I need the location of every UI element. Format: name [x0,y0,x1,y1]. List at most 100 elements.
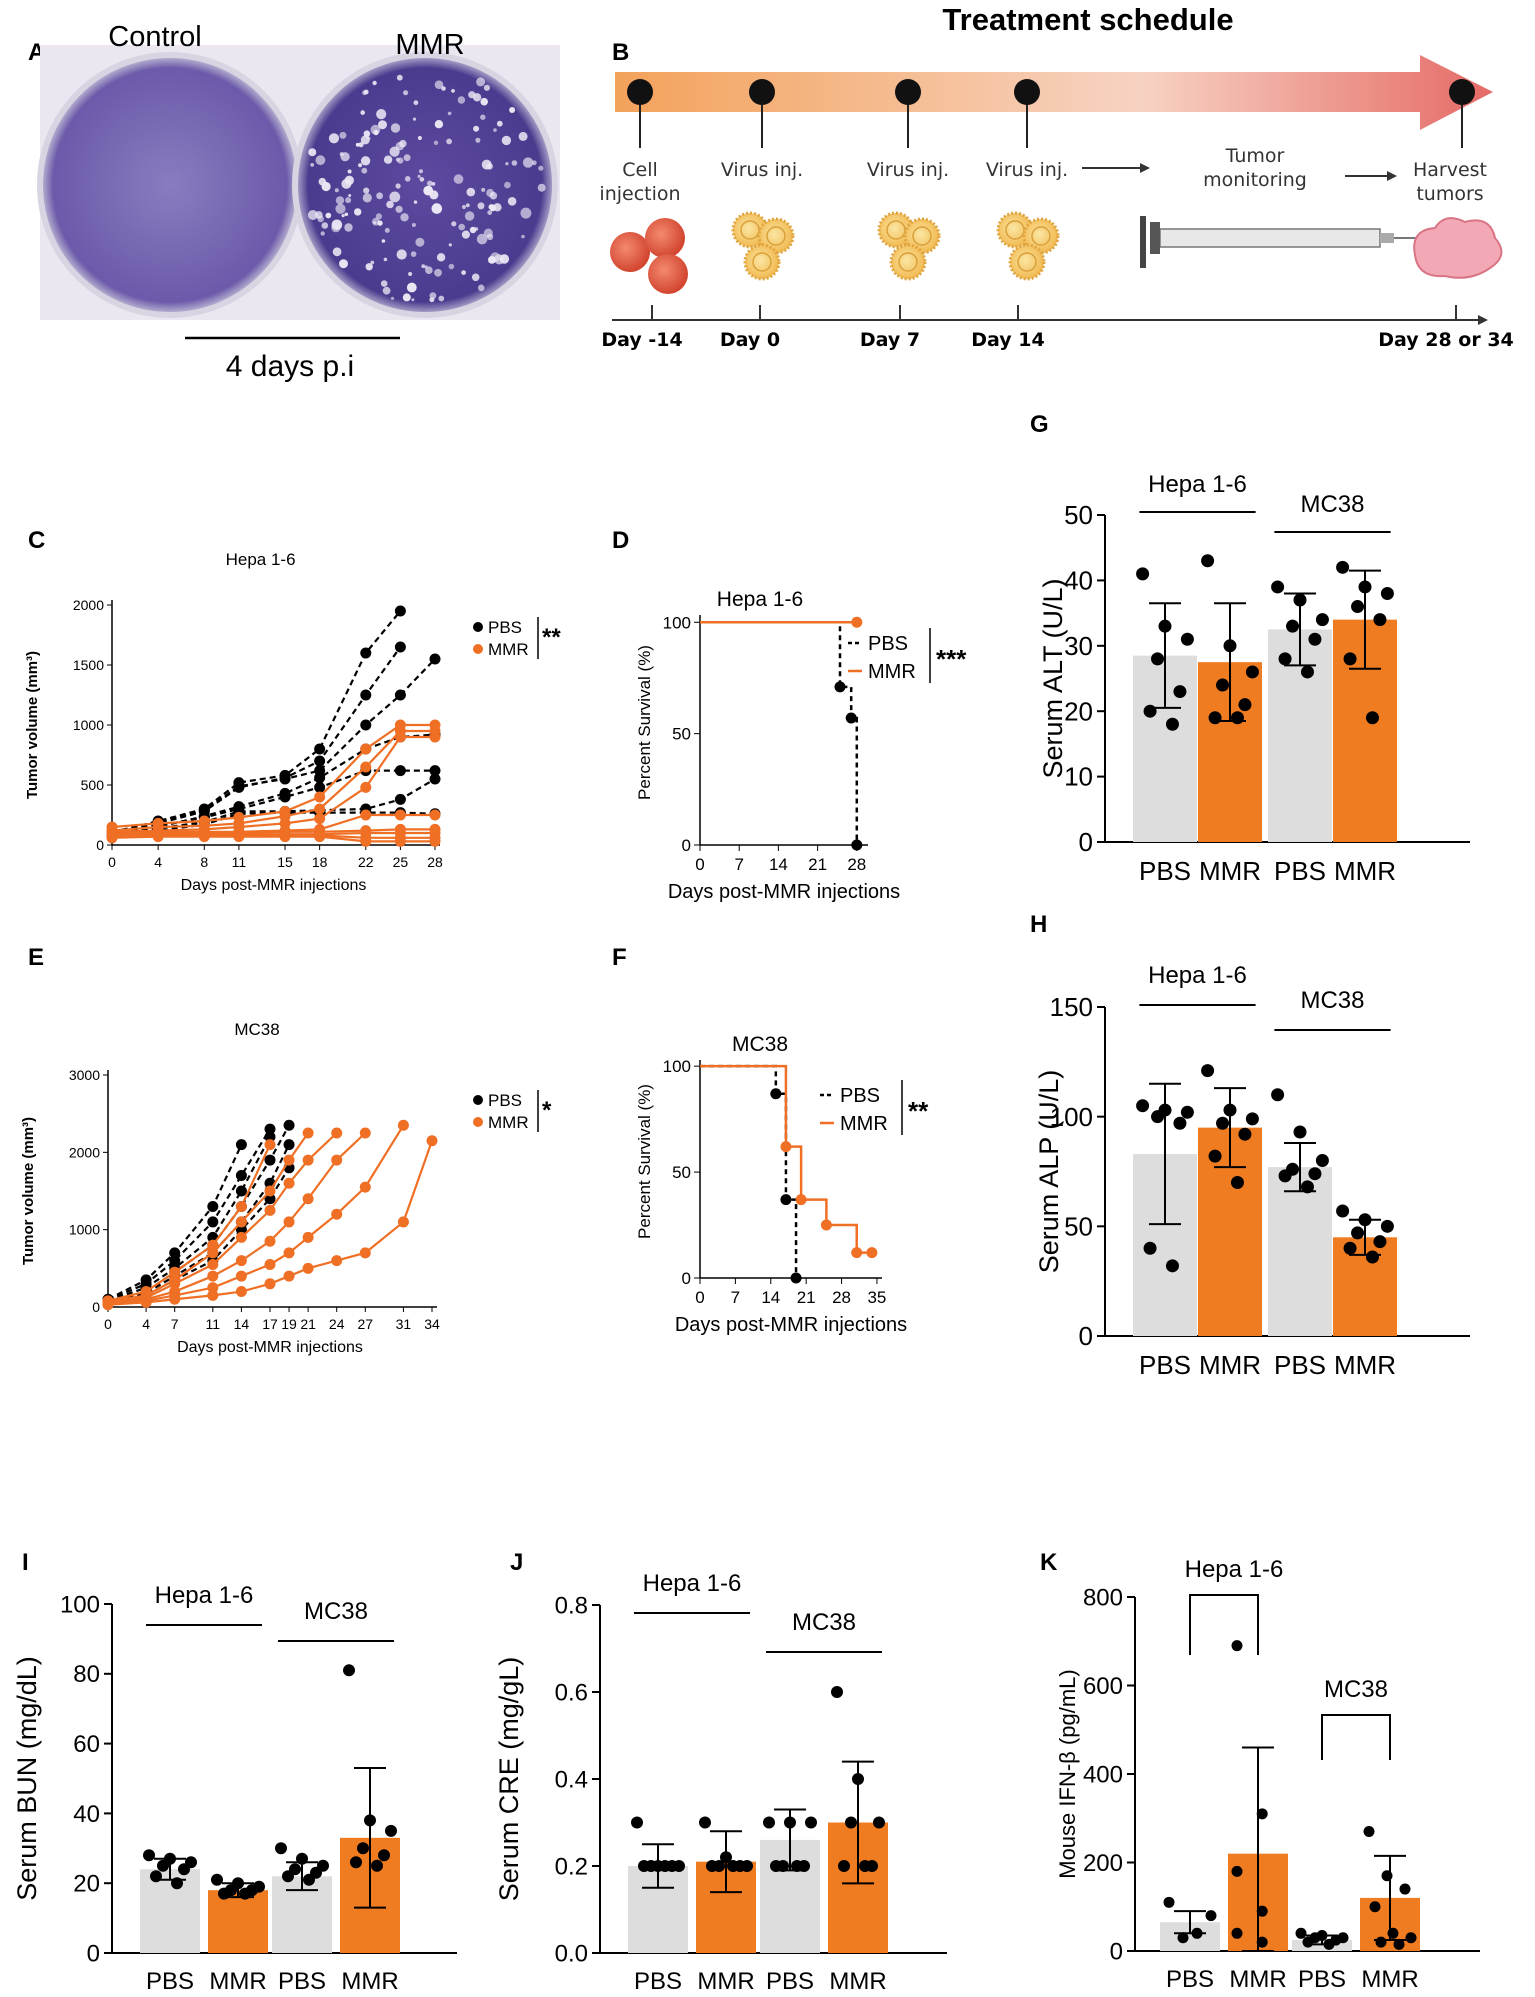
cell-icon [610,232,650,272]
x-tick-label: 14 [769,855,788,874]
data-point-pbs [264,1154,276,1166]
chart-d: Hepa 1-6 0 50 100 0 7 14 21 28 Days post-MMR inje… [635,588,967,903]
plaque [419,169,423,174]
y-tick-label: 100 [663,1057,691,1076]
panel-label-i: I [22,1549,29,1576]
data-point-pbs [314,772,326,784]
data-point [1351,600,1365,614]
data-point-mmr [314,803,326,815]
data-point [211,1873,223,1886]
x-axis-label: Days post-MMR injections [675,1314,907,1336]
data-point-mmr [394,731,406,743]
plaque [354,208,362,216]
plaque [466,187,476,197]
plaque [395,205,403,213]
plaque [438,295,445,302]
data-point [1399,1883,1411,1895]
day-label: Day -14 [601,329,682,351]
data-point-mmr [397,1216,409,1228]
plaque [477,202,485,210]
series-line-pbs [107,1128,271,1302]
data-point [1136,1099,1150,1113]
category-label: PBS [146,1968,194,1995]
plaque [464,211,475,221]
group-label: MC38 [1300,987,1364,1014]
data-point [659,1860,671,1872]
data-point [1323,1938,1335,1950]
data-point [1173,1116,1187,1130]
category-label: PBS [1274,856,1326,886]
data-point-pbs [233,780,245,792]
y-tick-label: 50 [672,725,691,744]
data-point [1163,1896,1175,1908]
x-axis-label: Days post-MMR injections [177,1339,363,1356]
data-point-pbs [429,653,441,665]
data-point [150,1870,162,1883]
data-point [343,1664,355,1677]
plaque [307,210,318,220]
data-point [1380,1219,1394,1233]
data-point-mmr [283,1154,295,1166]
plaque [332,247,342,257]
data-point-mmr [207,1239,219,1251]
data-point [1230,711,1244,725]
plaque [344,175,354,185]
plaque [360,156,371,166]
x-tick-label: 14 [234,1316,250,1332]
plaque [308,148,317,157]
x-tick-label: 0 [695,1288,704,1307]
chart-h: 0 50 100 150 Serum ALP (U/L) PBS MMR PBS MMR Hepa… [1034,962,1470,1380]
data-point [1165,1259,1179,1273]
data-point [378,1849,390,1862]
category-label: PBS [1139,856,1191,886]
data-point-mmr [331,1255,343,1267]
data-point-pbs [169,1255,181,1267]
significance-label: *** [936,644,967,674]
data-point [1365,1250,1379,1264]
virus-core [766,226,786,246]
x-tick-label: 35 [867,1288,886,1307]
data-point-mmr [106,832,118,844]
plaque [334,188,339,193]
chart-title: Hepa 1-6 [226,550,296,569]
y-tick-label: 0.8 [555,1592,588,1619]
survival-curve-pbs [700,621,859,845]
data-point-pbs [235,1185,247,1197]
plaque [344,223,353,232]
event-harvest-line1: Harvest [1413,159,1487,181]
data-point [1286,619,1300,633]
data-point [638,1860,650,1872]
chart-k: 0 200 400 600 800 Mouse IFN-β (pg/mL) PBS MMR PB… [1055,1556,1480,1993]
data-point [1387,1927,1399,1939]
group-label: Hepa 1-6 [1148,471,1247,498]
y-tick-label: 0 [96,837,104,853]
plaque [382,286,391,295]
data-point-mmr [279,831,291,843]
data-point [1315,1154,1329,1168]
data-point-pbs [314,743,326,755]
data-point-pbs [314,755,326,767]
data-point [784,1816,796,1829]
plaque [403,90,409,96]
data-point-mmr [429,731,441,743]
timeline-arrow [615,55,1493,130]
legend-label: MMR [488,640,529,659]
plaque [417,174,421,178]
x-tick-label: 34 [424,1316,440,1332]
plaque [499,254,510,264]
series-line-pbs [111,646,402,835]
x-tick-label: 0 [695,855,704,874]
data-point-mmr [283,1247,295,1259]
plaque [375,213,382,220]
data-point [1343,652,1357,666]
data-point-pbs [235,1224,247,1236]
plaque [365,263,373,271]
plaque [505,162,509,166]
data-point [805,1816,817,1829]
plaque [358,163,363,168]
data-point [1343,1241,1357,1255]
data-point-mmr [235,1200,247,1212]
legend-label: PBS [488,618,522,637]
data-point-pbs [394,641,406,653]
data-point [1223,1103,1237,1117]
